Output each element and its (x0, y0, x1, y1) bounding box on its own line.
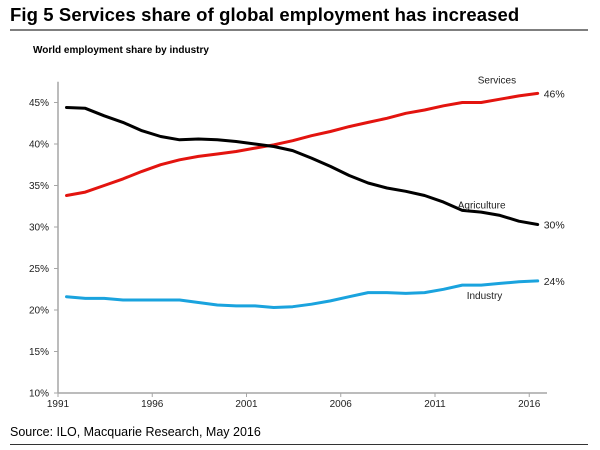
y-tick-label: 15% (29, 347, 49, 358)
y-tick-label: 30% (29, 223, 49, 234)
y-tick-label: 10% (29, 389, 49, 400)
x-tick-label: 2011 (424, 399, 446, 410)
series-line-services (65, 91, 540, 197)
end-value-label-industry: 24% (544, 276, 565, 288)
source-note: Source: ILO, Macquarie Research, May 201… (10, 425, 261, 439)
series-name-label-services: Services (478, 75, 516, 86)
y-tick-label: 20% (29, 306, 49, 317)
y-tick-label: 25% (29, 264, 49, 275)
axes: 10% 15% 20% 25% 30% 35% 40% 45% 1991 1996 2001 2006… (29, 81, 547, 410)
end-value-label-services: 46% (544, 88, 565, 100)
y-tick-label: 40% (29, 140, 49, 151)
y-tick-label: 45% (29, 98, 49, 109)
y-tick-label: 35% (29, 181, 49, 192)
series-labels: 46% Services 30% Agriculture 24% Industry (458, 75, 565, 302)
end-value-label-agriculture: 30% (544, 220, 565, 232)
x-tick-label: 1996 (141, 399, 164, 410)
x-tick-label: 2016 (518, 399, 541, 410)
x-tick-label: 2006 (330, 399, 353, 410)
title-rule (10, 29, 588, 31)
series-name-label-industry: Industry (467, 291, 503, 302)
figure-title: Fig 5 Services share of global employmen… (10, 4, 520, 25)
series-name-label-agriculture: Agriculture (458, 201, 506, 212)
series-line-industry (65, 279, 540, 309)
source-rule (10, 444, 588, 445)
x-tick-label: 2001 (235, 399, 258, 410)
chart-title: World employment share by industry (33, 45, 209, 56)
series-lines (65, 91, 540, 309)
series-line-agriculture (65, 106, 540, 226)
x-tick-label: 1991 (47, 399, 70, 410)
